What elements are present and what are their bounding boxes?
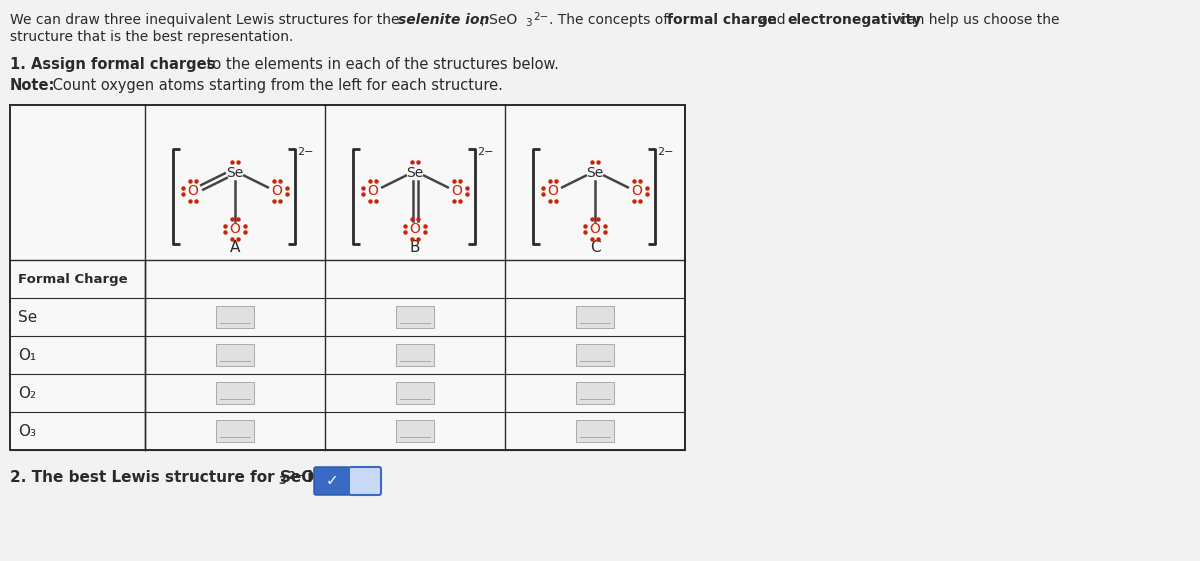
Text: 3: 3 xyxy=(278,476,286,486)
Text: Se: Se xyxy=(18,310,37,324)
Text: i: i xyxy=(302,470,312,485)
Text: O: O xyxy=(409,222,420,236)
Text: 2−: 2− xyxy=(298,146,313,157)
Text: B: B xyxy=(409,240,420,255)
Bar xyxy=(216,306,254,328)
Text: O: O xyxy=(367,183,378,197)
Bar xyxy=(216,420,254,442)
Text: Count oxygen atoms starting from the left for each structure.: Count oxygen atoms starting from the lef… xyxy=(48,78,503,93)
Bar xyxy=(396,344,434,366)
Bar xyxy=(576,382,614,404)
Text: to the elements in each of the structures below.: to the elements in each of the structure… xyxy=(202,57,559,72)
Bar xyxy=(576,420,614,442)
Text: 3: 3 xyxy=(526,18,532,28)
Text: formal charge: formal charge xyxy=(667,13,776,27)
Text: 2−: 2− xyxy=(478,146,493,157)
Text: 2−: 2− xyxy=(287,471,304,481)
Text: Note:: Note: xyxy=(10,78,55,93)
Text: , SeO: , SeO xyxy=(476,13,517,27)
Text: O: O xyxy=(589,222,600,236)
Bar xyxy=(10,105,685,450)
Text: structure that is the best representation.: structure that is the best representatio… xyxy=(10,30,293,44)
Text: A: A xyxy=(230,240,240,255)
Text: O₂: O₂ xyxy=(18,385,36,401)
Text: C: C xyxy=(589,240,600,255)
Bar xyxy=(576,306,614,328)
FancyBboxPatch shape xyxy=(349,467,382,495)
Text: can help us choose the: can help us choose the xyxy=(895,13,1060,27)
Bar xyxy=(396,382,434,404)
Text: Se: Se xyxy=(407,165,424,180)
Text: O₃: O₃ xyxy=(18,424,36,439)
Text: O: O xyxy=(229,222,240,236)
Text: . The concepts of: . The concepts of xyxy=(550,13,673,27)
Text: We can draw three inequivalent Lewis structures for the: We can draw three inequivalent Lewis str… xyxy=(10,13,404,27)
Bar xyxy=(396,420,434,442)
Text: 1. Assign formal charges: 1. Assign formal charges xyxy=(10,57,215,72)
Bar xyxy=(396,306,434,328)
Text: ✓: ✓ xyxy=(325,473,338,489)
Text: O: O xyxy=(547,183,558,197)
Text: Se: Se xyxy=(587,165,604,180)
Text: O: O xyxy=(631,183,642,197)
Text: selenite ion: selenite ion xyxy=(398,13,490,27)
Text: O: O xyxy=(187,183,198,197)
Text: 2. The best Lewis structure for SeO: 2. The best Lewis structure for SeO xyxy=(10,470,314,485)
Text: 2−: 2− xyxy=(533,12,548,22)
Text: O: O xyxy=(451,183,462,197)
Bar xyxy=(216,344,254,366)
Text: Se: Se xyxy=(227,165,244,180)
Text: and: and xyxy=(755,13,790,27)
Text: electronegativity: electronegativity xyxy=(787,13,922,27)
Text: 2−: 2− xyxy=(658,146,673,157)
Bar xyxy=(576,344,614,366)
Text: O: O xyxy=(271,183,282,197)
Text: Formal Charge: Formal Charge xyxy=(18,273,127,286)
Text: O₁: O₁ xyxy=(18,347,36,362)
FancyBboxPatch shape xyxy=(314,467,350,495)
Bar xyxy=(216,382,254,404)
